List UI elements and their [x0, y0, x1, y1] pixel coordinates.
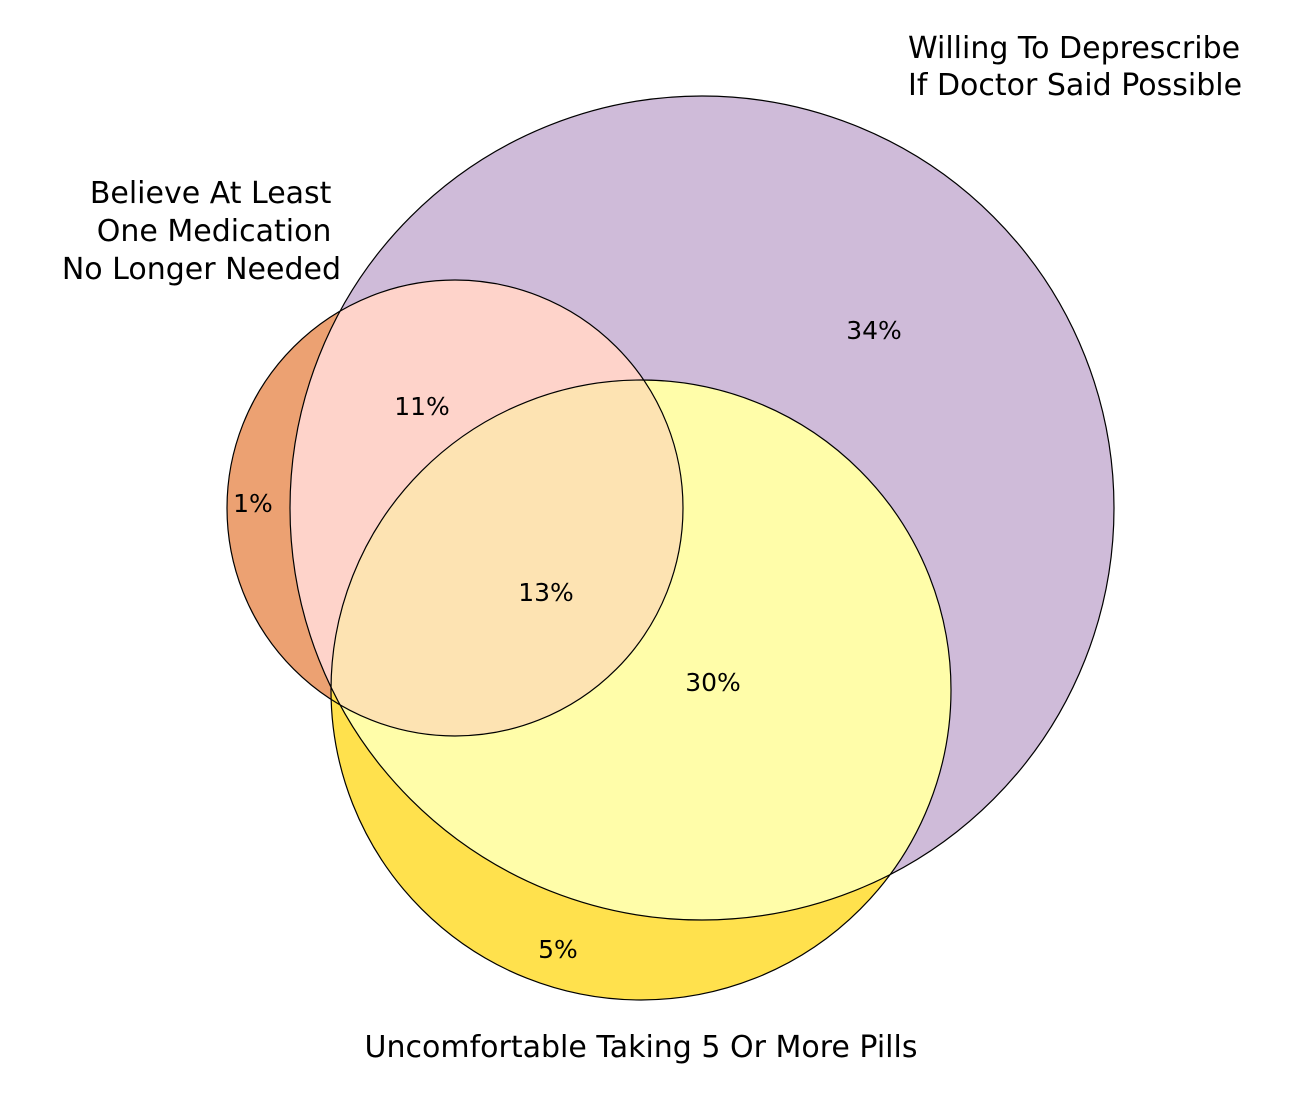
willing-circle-outline	[289, 95, 1115, 921]
region-label-uncomfortable-only: 5%	[538, 935, 578, 964]
uncomfortable-circle-outline	[330, 379, 952, 1001]
set-label-uncomfortable: Uncomfortable Taking 5 Or More Pills	[365, 1030, 918, 1065]
region-label-believe-only: 1%	[233, 489, 273, 518]
region-label-all-three: 13%	[518, 578, 574, 607]
believe-circle-outline	[226, 279, 684, 737]
region-label-willing-only: 34%	[846, 316, 902, 345]
region-label-willing-uncomfortable: 30%	[685, 668, 741, 697]
set-label-believe: Believe At Least One Medication No Longe…	[62, 176, 341, 287]
set-label-willing: Willing To Deprescribe If Doctor Said Po…	[908, 31, 1250, 103]
region-label-willing-believe: 11%	[394, 392, 450, 421]
